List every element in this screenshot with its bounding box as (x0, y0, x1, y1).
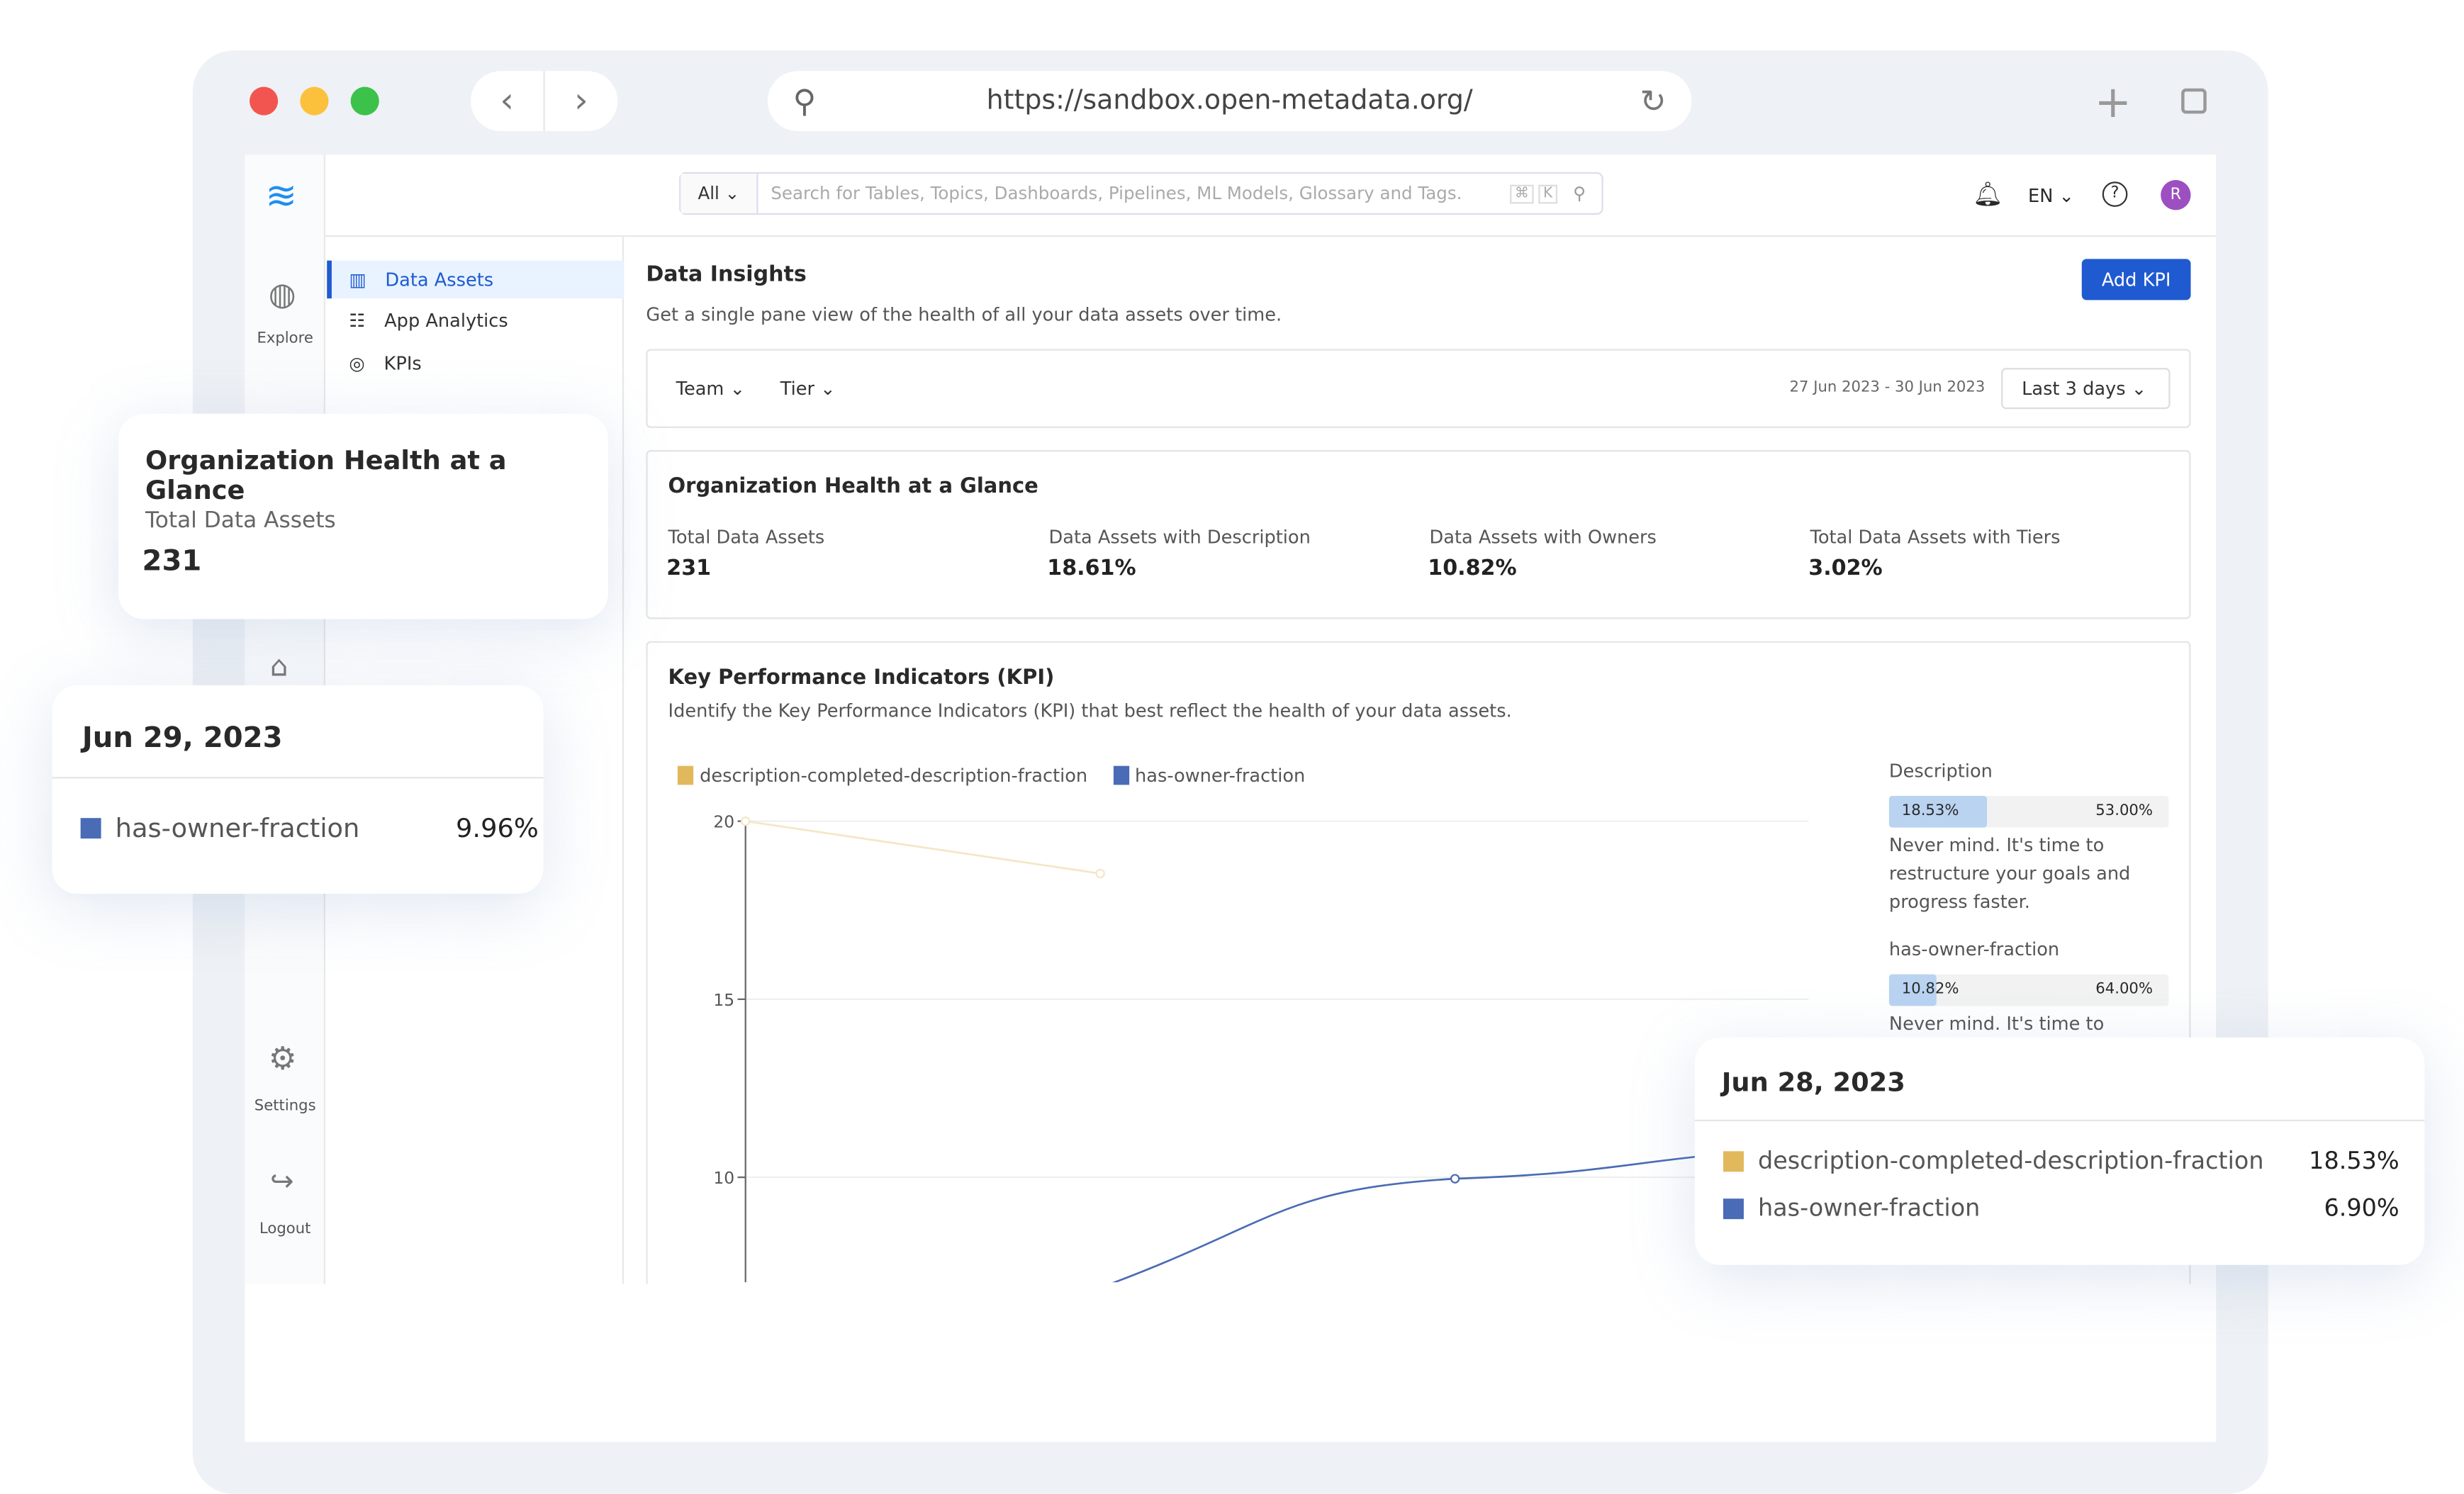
forward-button[interactable]: › (574, 81, 588, 121)
data-point[interactable] (1095, 868, 1105, 879)
openmetadata-logo[interactable]: ≋ (265, 174, 298, 218)
tooltip-date: Jun 28, 2023 (1721, 1067, 1905, 1098)
legend-item[interactable]: has-owner-fraction (1112, 764, 1305, 787)
search-icon[interactable]: ⚲ (1573, 183, 1586, 204)
kpi-progress-name: Description (1888, 759, 1993, 782)
page-bottom (245, 1284, 2217, 1442)
governance-icon[interactable]: ⌂ (270, 651, 289, 684)
help-icon[interactable]: ? (2102, 181, 2128, 207)
stat-label: Total Data Assets (668, 525, 825, 549)
search-scope-select[interactable]: All ⌄ (681, 174, 758, 213)
tooltip-jun-29: Jun 29, 2023 has-owner-fraction 9.96% (52, 685, 544, 894)
search-bar[interactable]: All ⌄ Search for Tables, Topics, Dashboa… (679, 172, 1603, 215)
kpi-progress-name: has-owner-fraction (1888, 938, 2060, 960)
series-swatch (1723, 1150, 1744, 1172)
chart-legend: description-completed-description-fracti… (677, 764, 1305, 787)
tooltip-jun-28: Jun 28, 2023 description-completed-descr… (1694, 1037, 2425, 1265)
search-icon: ⚲ (793, 82, 817, 120)
tooltip-date: Jun 29, 2023 (82, 721, 283, 756)
kpi-note: Never mind. It's time to (1888, 1012, 2105, 1035)
language-select[interactable]: EN ⌄ (2028, 184, 2075, 207)
floating-card-title: Organization Health at a Glance (145, 445, 507, 506)
tier-filter[interactable]: Tier ⌄ (780, 377, 836, 400)
team-filter[interactable]: Team ⌄ (676, 377, 746, 400)
kpi-progress-bar: 10.82% 64.00% (1888, 974, 2169, 1006)
sidebar-item-data-assets[interactable]: ▥ Data Assets (327, 260, 625, 299)
org-health-floating-card: Organization Health at a Glance Total Da… (118, 413, 608, 619)
kpi-subtitle: Identify the Key Performance Indicators … (668, 700, 1512, 722)
back-button[interactable]: ‹ (471, 71, 545, 131)
series-swatch (80, 818, 101, 839)
floating-card-label: Total Data Assets (145, 508, 336, 534)
org-health-title: Organization Health at a Glance (668, 475, 1038, 500)
analytics-icon: ☷ (349, 309, 366, 332)
kbd-cmd: ⌘ (1510, 184, 1534, 203)
url-text: https://sandbox.open-metadata.org/ (986, 85, 1473, 117)
rail-settings[interactable]: Settings (254, 1097, 316, 1116)
tooltip-row: description-completed-description-fracti… (1723, 1147, 2399, 1175)
stat-value: 3.02% (1808, 556, 1883, 581)
tooltip-row: has-owner-fraction 9.96% (80, 814, 539, 843)
date-range: 27 Jun 2023 - 30 Jun 2023 (1789, 378, 1986, 397)
stat-value: 10.82% (1428, 556, 1517, 581)
minimize-window-button[interactable] (300, 86, 329, 116)
kpi-progress-bar: 18.53% 53.00% (1888, 796, 2169, 828)
new-tab-icon[interactable]: + (2094, 75, 2132, 128)
data-point[interactable] (1450, 1174, 1460, 1184)
kbd-k: K (1538, 184, 1557, 203)
stat-value: 18.61% (1047, 556, 1136, 581)
avatar[interactable]: R (2161, 180, 2191, 210)
url-bar[interactable]: ⚲ https://sandbox.open-metadata.org/ ↻ (767, 71, 1692, 131)
kpi-target: 64.00% (2095, 980, 2154, 999)
data-point[interactable] (741, 816, 751, 826)
period-select[interactable]: Last 3 days ⌄ (2001, 368, 2171, 410)
series-swatch (1723, 1198, 1744, 1219)
kpi-target: 53.00% (2095, 802, 2154, 820)
series-line-description-completed-description-fraction (745, 820, 1101, 875)
kpi-note: Never mind. It's time to restructure you… (1888, 833, 2131, 913)
chart-icon: ▥ (349, 268, 366, 291)
kpi-current: 10.82% (1901, 980, 1959, 999)
y-tick-label: 20 (713, 812, 734, 832)
settings-icon[interactable]: ⚙ (268, 1039, 297, 1077)
rail-logout[interactable]: Logout (259, 1220, 311, 1238)
y-tick-label: 10 (713, 1168, 734, 1188)
filter-bar (646, 349, 2191, 428)
y-tick-label: 15 (713, 990, 734, 1010)
logout-icon[interactable]: ↪ (270, 1165, 294, 1199)
tooltip-row: has-owner-fraction 6.90% (1723, 1194, 2399, 1223)
stat-label: Data Assets with Owners (1429, 525, 1657, 549)
sidebar (325, 237, 625, 1284)
add-kpi-button[interactable]: Add KPI (2081, 259, 2191, 301)
stat-label: Data Assets with Description (1048, 525, 1311, 549)
explore-icon[interactable]: ◍ (268, 274, 296, 313)
floating-card-value: 231 (142, 544, 202, 578)
app-header (325, 155, 2217, 237)
search-input[interactable]: Search for Tables, Topics, Dashboards, P… (771, 183, 1462, 204)
target-icon: ◎ (349, 352, 365, 375)
bell-icon[interactable]: 🔔︎ (1973, 180, 2003, 209)
page-subtitle: Get a single pane view of the health of … (646, 303, 1282, 326)
org-health-card (646, 450, 2191, 619)
page-title: Data Insights (646, 262, 807, 288)
maximize-window-button[interactable] (350, 86, 379, 116)
tabs-icon[interactable] (2181, 88, 2207, 114)
stat-value: 231 (666, 556, 712, 581)
sidebar-item-app-analytics[interactable]: ☷ App Analytics (349, 309, 508, 332)
reload-icon[interactable]: ↻ (1640, 82, 1667, 120)
sidebar-item-kpis[interactable]: ◎ KPIs (349, 352, 422, 375)
kpi-current: 18.53% (1901, 802, 1959, 820)
rail-explore[interactable]: Explore (257, 330, 313, 348)
legend-item[interactable]: description-completed-description-fracti… (677, 764, 1087, 787)
nav-buttons: ‹ › (471, 71, 618, 131)
stat-label: Total Data Assets with Tiers (1810, 525, 2061, 549)
close-window-button[interactable] (250, 86, 279, 116)
kpi-title: Key Performance Indicators (KPI) (668, 666, 1055, 690)
